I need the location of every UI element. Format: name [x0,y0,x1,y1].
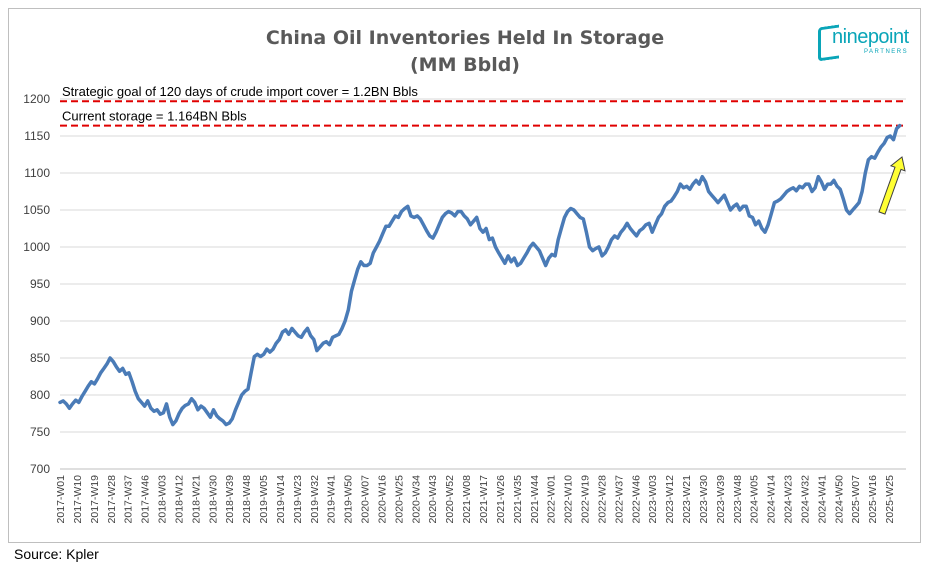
x-tick-label: 2017-W19 [89,475,101,524]
x-tick-label: 2023-W48 [732,475,744,524]
x-tick-label: 2017-W37 [123,475,135,524]
x-tick-label: 2018-W30 [207,475,219,524]
y-tick-label: 950 [30,277,50,291]
x-tick-label: 2020-W25 [393,475,405,524]
x-tick-label: 2018-W03 [157,475,169,524]
y-tick-label: 850 [30,351,50,365]
x-tick-label: 2024-W32 [799,475,811,524]
x-tick-label: 2020-W34 [410,475,422,524]
x-tick-label: 2024-W41 [816,475,828,524]
x-tick-label: 2021-W17 [478,475,490,524]
x-tick-label: 2018-W48 [241,475,253,524]
x-tick-label: 2023-W39 [715,475,727,524]
x-tick-label: 2024-W05 [749,475,761,524]
chart-title-line-2: (MM Bbld) [410,54,520,76]
x-tick-label: 2017-W10 [72,475,84,524]
y-tick-label: 1100 [24,166,50,180]
x-tick-label: 2025-W16 [867,475,879,524]
x-tick-label: 2022-W37 [613,475,625,524]
x-tick-label: 2019-W50 [343,475,355,524]
x-tick-label: 2020-W43 [427,475,439,524]
x-tick-label: 2017-W28 [106,475,118,524]
y-tick-label: 1000 [23,240,50,254]
y-tick-label: 1150 [24,129,50,143]
x-tick-label: 2019-W41 [326,475,338,524]
chart-title-line-1: China Oil Inventories Held In Storage [266,27,664,49]
x-tick-label: 2022-W01 [546,475,558,524]
ninepoint-logo: ninepoint PARTNERS [818,22,918,64]
logo-word: ninepoint [832,26,909,48]
x-tick-label: 2023-W12 [664,475,676,524]
x-tick-label: 2024-W23 [783,475,795,524]
x-tick-label: 2021-W26 [495,475,507,524]
x-tick-label: 2022-W28 [596,475,608,524]
x-tick-label: 2020-W16 [376,475,388,524]
y-tick-label: 750 [30,425,50,439]
y-tick-label: 800 [30,388,50,402]
x-tick-label: 2019-W32 [309,475,321,524]
x-tick-label: 2019-W05 [258,475,270,524]
x-tick-label: 2020-W07 [360,475,372,524]
x-tick-label: 2025-W25 [884,475,896,524]
y-tick-label: 900 [30,314,50,328]
x-tick-label: 2022-W10 [563,475,575,524]
x-tick-label: 2023-W21 [681,475,693,524]
x-tick-label: 2021-W44 [529,475,541,524]
x-tick-label: 2022-W19 [580,475,592,524]
annotation-layer: Strategic goal of 120 days of crude impo… [60,84,906,127]
logo-sub: PARTNERS [864,49,909,55]
x-tick-label: 2018-W21 [190,475,202,524]
x-tick-label: 2021-W08 [461,475,473,524]
annotation-label: Current storage = 1.164BN Bbls [62,109,247,124]
x-tick-label: 2020-W52 [444,475,456,524]
x-axis-ticks: 2017-W01 2017-W10 2017-W19 2017-W28 2017-W37… [55,475,896,524]
series-line-storage [58,123,902,427]
y-tick-label: 1200 [23,92,50,106]
x-tick-label: 2023-W03 [647,475,659,524]
grid-layer [60,98,906,470]
x-tick-label: 2021-W35 [512,475,524,524]
y-tick-label: 1050 [23,203,50,217]
x-tick-label: 2018-W39 [224,475,236,524]
x-tick-label: 2019-W23 [292,475,304,524]
x-tick-label: 2025-W07 [850,475,862,524]
source-note: Source: Kpler [14,546,99,562]
x-tick-label: 2022-W46 [630,475,642,524]
trend-arrow-icon [878,156,906,215]
x-tick-label: 2023-W30 [698,475,710,524]
x-tick-label: 2019-W14 [275,475,287,524]
chart-frame [8,8,921,543]
annotation-label: Strategic goal of 120 days of crude impo… [62,84,418,99]
x-tick-label: 2018-W12 [173,475,185,524]
y-axis-ticks: 700 750 800 850 900 950 1000 1050 1100 1150 1200 [23,92,50,476]
x-tick-label: 2017-W46 [140,475,152,524]
x-tick-label: 2024-W50 [833,475,845,524]
x-tick-label: 2017-W01 [55,475,67,524]
y-tick-label: 700 [30,462,50,476]
x-tick-label: 2024-W14 [766,475,778,524]
